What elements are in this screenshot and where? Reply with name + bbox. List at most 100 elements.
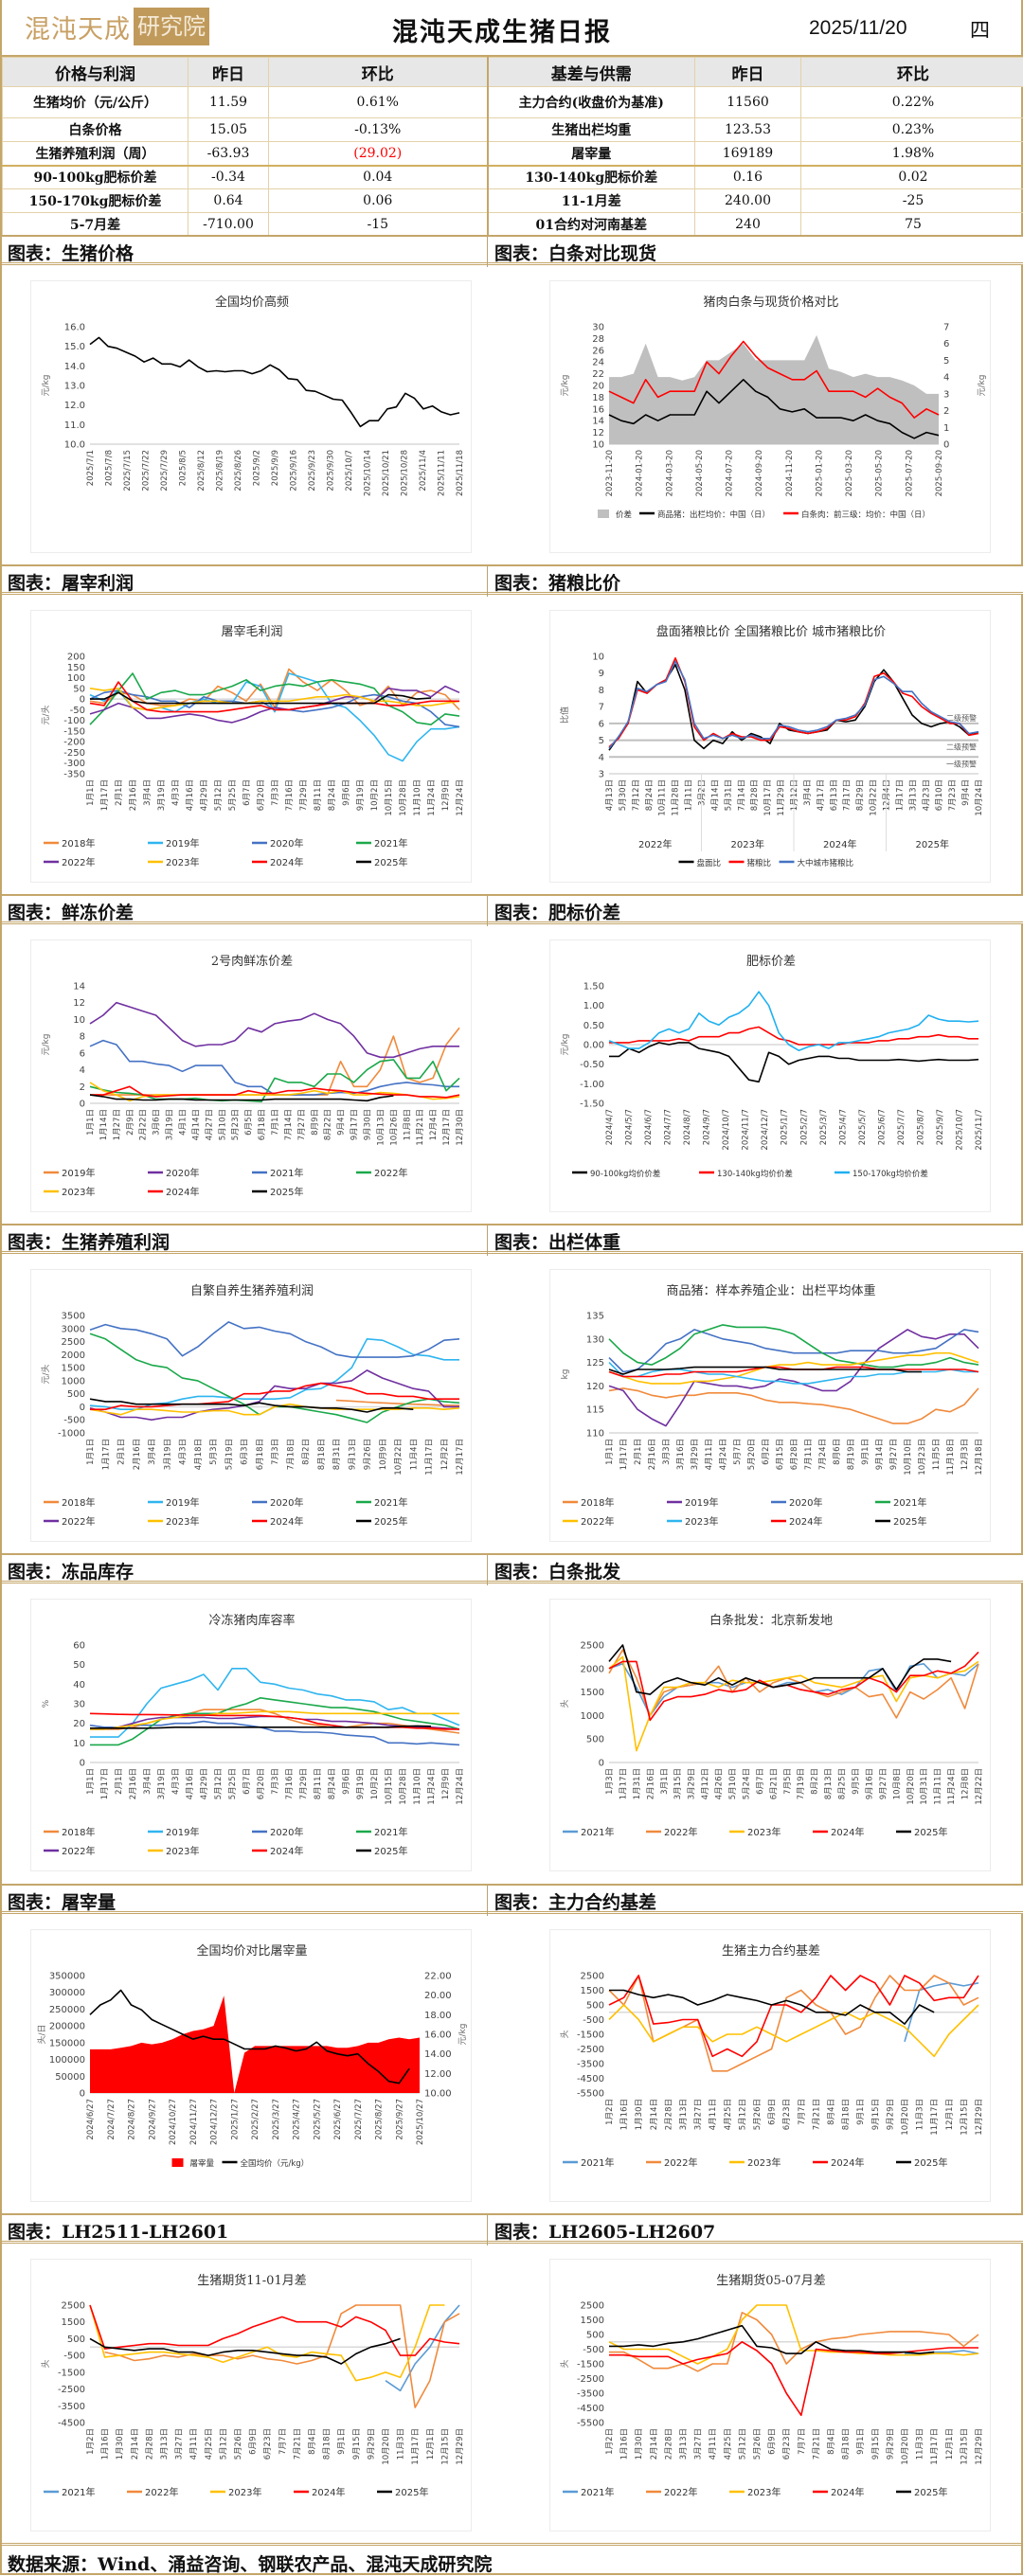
x-tick-label: 5月12日 (219, 2428, 228, 2460)
y-tick-label: 1.50 (583, 982, 604, 993)
y2-tick-label: 16.00 (424, 2030, 452, 2040)
y-tick-label: 1500 (581, 1986, 604, 1996)
x-tick-label: 9月29日 (886, 2428, 895, 2460)
chart-6: 自繁自养生猪养殖利润-1000-500050010001500200025003… (31, 1270, 473, 1543)
x-tick-label: 2月14日 (650, 2099, 659, 2130)
x-tick-label: 9月15日 (871, 2099, 881, 2130)
x-tick-label: 8月4日 (308, 2428, 317, 2455)
section-title-left: 图表：屠宰利润 (8, 569, 134, 595)
x-tick-label: 7月16日 (285, 1768, 295, 1799)
y-tick-label: 10 (592, 440, 604, 451)
legend-label: 2022年 (62, 1845, 95, 1857)
x-tick-label: 10月9日 (379, 1439, 388, 1470)
x-tick-label: 2023-11-20 (605, 450, 615, 496)
y-tick-label: 9 (599, 669, 604, 679)
x-tick-label: 11月24日 (427, 1768, 437, 1805)
y-tick-label: 22 (592, 369, 604, 380)
x-tick-label: 2025-09-20 (935, 450, 944, 496)
y-tick-label: -1500 (577, 2359, 604, 2370)
x-tick-label: 5月25日 (228, 779, 238, 811)
legend-item: 2022年 (646, 2486, 697, 2498)
y-axis-label: 头 (560, 2030, 570, 2038)
series-line (90, 2305, 444, 2381)
x-tick-label: 4月14日 (710, 779, 720, 811)
x-tick-label: 10月23日 (918, 1439, 927, 1476)
metric-value: 169189 (695, 142, 801, 166)
y-tick-label: 16.0 (64, 323, 85, 333)
x-tick-label: 7月7日 (798, 2428, 807, 2455)
x-tick-label: 2025/9/30 (327, 450, 336, 492)
x-tick-label: 3月15日 (673, 1768, 683, 1799)
x-tick-label: 9月1日 (856, 2099, 866, 2125)
x-tick-label: 4月11日 (709, 2099, 718, 2130)
data-source-footer: 数据来源：Wind、涌益咨询、钢联农产品、混沌天成研究院 (2, 2543, 1023, 2575)
x-tick-label: 2024/11/7 (742, 1109, 751, 1151)
x-tick-label: 5月12日 (738, 2428, 747, 2460)
legend-label: 2023年 (228, 2486, 261, 2498)
y-tick-label: -1000 (58, 1429, 85, 1440)
series-line (90, 1082, 459, 1100)
y-tick-label: 2000 (62, 1351, 85, 1361)
x-tick-label: 5月26日 (753, 2428, 763, 2460)
x-tick-label: 4月11日 (709, 2428, 718, 2460)
x-tick-label: 11月17日 (411, 2428, 421, 2465)
x-tick-label: 4月13日 (605, 779, 615, 811)
legend-item: 2023年 (210, 2486, 261, 2498)
x-tick-label: 2025/11/18 (456, 450, 465, 496)
y-tick-label: 0.00 (583, 1041, 604, 1051)
x-tick-label: 8月4日 (827, 2099, 836, 2125)
legend-label: 2023年 (166, 1515, 199, 1528)
table-row: 生猪养殖利润（周） -63.93 (29.02) 屠宰量 169189 1.98… (3, 142, 1023, 166)
section-title-right: 图表：主力合约基差 (494, 1888, 656, 1914)
legend-item: 2021年 (356, 1826, 407, 1838)
y-tick-label: 50 (73, 684, 85, 694)
y-tick-label: -2500 (577, 2045, 604, 2055)
legend-label: 2020年 (270, 837, 303, 850)
x-tick-label: 10月20日 (901, 2428, 910, 2465)
x-tick-label: 10月13日 (376, 1109, 386, 1146)
x-tick-label: 2月28日 (664, 2428, 673, 2460)
y-tick-label: -200 (63, 738, 85, 748)
x-tick-label: 11月24日 (427, 779, 437, 816)
x-tick-label: 9月26日 (364, 1439, 373, 1470)
y2-tick-label: 2 (943, 406, 949, 417)
legend-label: 2019年 (166, 837, 199, 850)
y-axis-label: 头/日 (37, 2024, 47, 2044)
x-tick-label: 6月3日 (241, 1439, 250, 1465)
section-divider (487, 1225, 488, 1256)
x-tick-label: 11月17日 (930, 2099, 940, 2136)
metric-change: 75 (801, 213, 1023, 237)
y2-axis-label: 元/kg (978, 375, 987, 397)
x-tick-label: 11月21日 (416, 1109, 425, 1146)
y-tick-label: 18 (592, 393, 604, 403)
legend-item: 2023年 (729, 2156, 781, 2169)
legend-item: 130-140kg均价价差 (699, 1169, 793, 1179)
y-tick-label: 50000 (55, 2071, 85, 2082)
x-tick-label: 4月11日 (705, 1439, 714, 1470)
table-row: 5-7月差 -710.00 -15 01合约对河南基差 240 75 (3, 213, 1023, 237)
section-title-right: 图表：白条批发 (494, 1558, 620, 1583)
legend-item: 2024年 (252, 1515, 303, 1528)
table-header-row: 价格与利润 昨日 环比 基差与供需 昨日 环比 (3, 58, 1023, 87)
x-tick-label: 12月29日 (975, 2428, 984, 2465)
y-tick-label: 500 (67, 1389, 85, 1400)
legend-label: 2021年 (581, 1826, 614, 1838)
legend-label: 2022年 (145, 2486, 178, 2498)
chart-title: 屠宰毛利润 (221, 624, 282, 639)
x-tick-label: 2024/11/27 (189, 2099, 199, 2145)
series-line (90, 1339, 459, 1409)
x-tick-label: 8月4日 (827, 2428, 836, 2455)
x-tick-label: 7月18日 (286, 1439, 296, 1470)
legend-label: 2021年 (374, 1496, 407, 1509)
x-tick-label: 7月11日 (804, 1439, 814, 1470)
legend-label: 2019年 (166, 1496, 199, 1509)
x-tick-label: 1月17日 (619, 1768, 628, 1799)
x-tick-label: 4月11日 (189, 2428, 199, 2460)
x-tick-label: 11月4日 (409, 1439, 419, 1470)
data-source-text: 数据来源：Wind、涌益咨询、钢联农产品、混沌天成研究院 (8, 2550, 492, 2576)
legend-label: 2022年 (62, 856, 95, 868)
